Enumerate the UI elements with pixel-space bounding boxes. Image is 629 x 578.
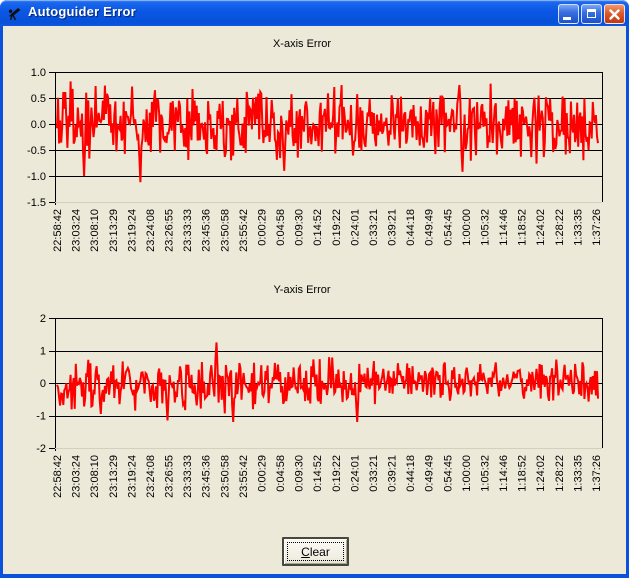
y-tick-label: 0 bbox=[40, 378, 46, 390]
x-tick-label: 1:18:52 bbox=[517, 209, 529, 246]
x-tick-label: 1:37:26 bbox=[591, 455, 603, 492]
client-area: X-axis Error 1.0 0.5 0.0 -0.5 -1.0 -1.5 22:58:4… bbox=[3, 26, 626, 574]
x-tick-label: 0:00:29 bbox=[256, 209, 268, 246]
y-tick-label: -0.5 bbox=[27, 145, 46, 157]
series-line bbox=[56, 342, 599, 423]
x-tick-label: 0:39:21 bbox=[387, 209, 399, 246]
x-tick-label: 1:28:22 bbox=[554, 455, 566, 492]
x-tick-label: 23:26:55 bbox=[164, 455, 176, 498]
y-tick-label: 2 bbox=[40, 313, 46, 325]
x-tick-label: 1:00:00 bbox=[461, 209, 473, 246]
x-tick-label: 23:50:58 bbox=[219, 209, 231, 252]
x-tick-label: 22:58:42 bbox=[52, 209, 64, 252]
y-tick-label: 1.0 bbox=[31, 67, 46, 79]
app-icon bbox=[6, 5, 22, 21]
y-tick-label: -1 bbox=[36, 411, 46, 423]
x-tick-label: 1:24:02 bbox=[535, 455, 547, 492]
x-tick-label: 1:05:32 bbox=[480, 455, 492, 492]
minimize-button[interactable] bbox=[558, 4, 579, 24]
x-tick-label: 23:24:08 bbox=[145, 209, 157, 252]
x-tick-label: 1:00:00 bbox=[461, 455, 473, 492]
y-tick-label: 0.0 bbox=[31, 119, 46, 131]
x-tick-label: 0:49:49 bbox=[424, 455, 436, 492]
x-tick-label: 0:44:18 bbox=[405, 455, 417, 492]
x-tick-label: 23:33:33 bbox=[182, 209, 194, 252]
x-tick-label: 1:14:46 bbox=[498, 455, 510, 492]
close-icon bbox=[609, 9, 620, 20]
x-tick-label: 23:55:42 bbox=[238, 209, 250, 252]
clear-button-label: Clear bbox=[301, 544, 330, 559]
x-tick-label: 23:03:24 bbox=[71, 455, 83, 498]
x-tick-label: 0:39:21 bbox=[387, 455, 399, 492]
x-tick-label: 0:19:22 bbox=[331, 455, 343, 492]
x-tick-label: 23:45:36 bbox=[201, 209, 213, 252]
x-tick-label: 23:13:29 bbox=[108, 209, 120, 252]
x-tick-label: 23:26:55 bbox=[164, 209, 176, 252]
chart-title: Y-axis Error bbox=[273, 284, 330, 296]
x-tick-label: 1:37:26 bbox=[591, 209, 603, 246]
x-tick-label: 0:09:30 bbox=[294, 455, 306, 492]
x-tick-label: 0:09:30 bbox=[294, 209, 306, 246]
x-tick-label: 23:08:10 bbox=[89, 455, 101, 498]
x-tick-label: 23:45:36 bbox=[201, 455, 213, 498]
x-tick-label: 23:19:24 bbox=[126, 455, 138, 498]
astronomer-telescope-icon bbox=[8, 8, 21, 21]
minimize-icon bbox=[563, 17, 571, 20]
maximize-button[interactable] bbox=[581, 4, 602, 24]
x-tick-label: 23:24:08 bbox=[145, 455, 157, 498]
x-tick-label: 0:49:49 bbox=[424, 209, 436, 246]
x-tick-label: 0:00:29 bbox=[256, 455, 268, 492]
x-tick-label: 0:33:21 bbox=[368, 455, 380, 492]
x-tick-label: 0:44:18 bbox=[405, 209, 417, 246]
y-tick-label: -1.0 bbox=[27, 171, 46, 183]
y-axis-error-chart: Y-axis Error 2 1 0 -1 -2 22:58:42 23:03:24 23:08… bbox=[36, 284, 603, 498]
x-tick-label: 1:33:35 bbox=[572, 455, 584, 492]
maximize-icon bbox=[587, 9, 596, 18]
x-tick-label: 1:28:22 bbox=[554, 209, 566, 246]
y-tick-label: -1.5 bbox=[27, 197, 46, 209]
x-tick-label: 0:14:52 bbox=[312, 209, 324, 246]
title-bar[interactable]: Autoguider Error bbox=[0, 0, 629, 26]
x-tick-label: 1:05:32 bbox=[480, 209, 492, 246]
x-tick-label: 23:55:42 bbox=[238, 455, 250, 498]
x-tick-label: 0:24:01 bbox=[349, 209, 361, 246]
x-tick-label: 0:54:45 bbox=[442, 455, 454, 492]
chart-title: X-axis Error bbox=[273, 38, 331, 50]
x-tick-label: 23:13:29 bbox=[108, 455, 120, 498]
x-tick-label: 22:58:42 bbox=[52, 455, 64, 498]
x-tick-label: 23:19:24 bbox=[126, 209, 138, 252]
window-controls bbox=[558, 4, 625, 24]
x-tick-label: 0:54:45 bbox=[442, 209, 454, 246]
series-line bbox=[56, 81, 599, 183]
x-tick-label: 23:50:58 bbox=[219, 455, 231, 498]
y-tick-label: -2 bbox=[36, 443, 46, 455]
x-tick-label: 23:33:33 bbox=[182, 455, 194, 498]
clear-button[interactable]: Clear bbox=[282, 537, 349, 566]
x-tick-label: 1:33:35 bbox=[572, 209, 584, 246]
y-tick-label: 0.5 bbox=[31, 93, 46, 105]
close-button[interactable] bbox=[604, 4, 625, 24]
window-title: Autoguider Error bbox=[28, 4, 136, 19]
x-tick-label: 23:08:10 bbox=[89, 209, 101, 252]
x-tick-label: 0:04:58 bbox=[275, 209, 287, 246]
x-tick-label: 1:18:52 bbox=[517, 455, 529, 492]
y-tick-label: 1 bbox=[40, 346, 46, 358]
x-tick-label: 1:14:46 bbox=[498, 209, 510, 246]
x-tick-label: 0:24:01 bbox=[349, 455, 361, 492]
x-tick-label: 0:04:58 bbox=[275, 455, 287, 492]
x-tick-label: 0:14:52 bbox=[312, 455, 324, 492]
x-tick-label: 0:19:22 bbox=[331, 209, 343, 246]
x-tick-label: 0:33:21 bbox=[368, 209, 380, 246]
x-axis-error-chart: X-axis Error 1.0 0.5 0.0 -0.5 -1.0 -1.5 22:58:4… bbox=[27, 38, 603, 252]
x-tick-label: 23:03:24 bbox=[71, 209, 83, 252]
x-tick-label: 1:24:02 bbox=[535, 209, 547, 246]
